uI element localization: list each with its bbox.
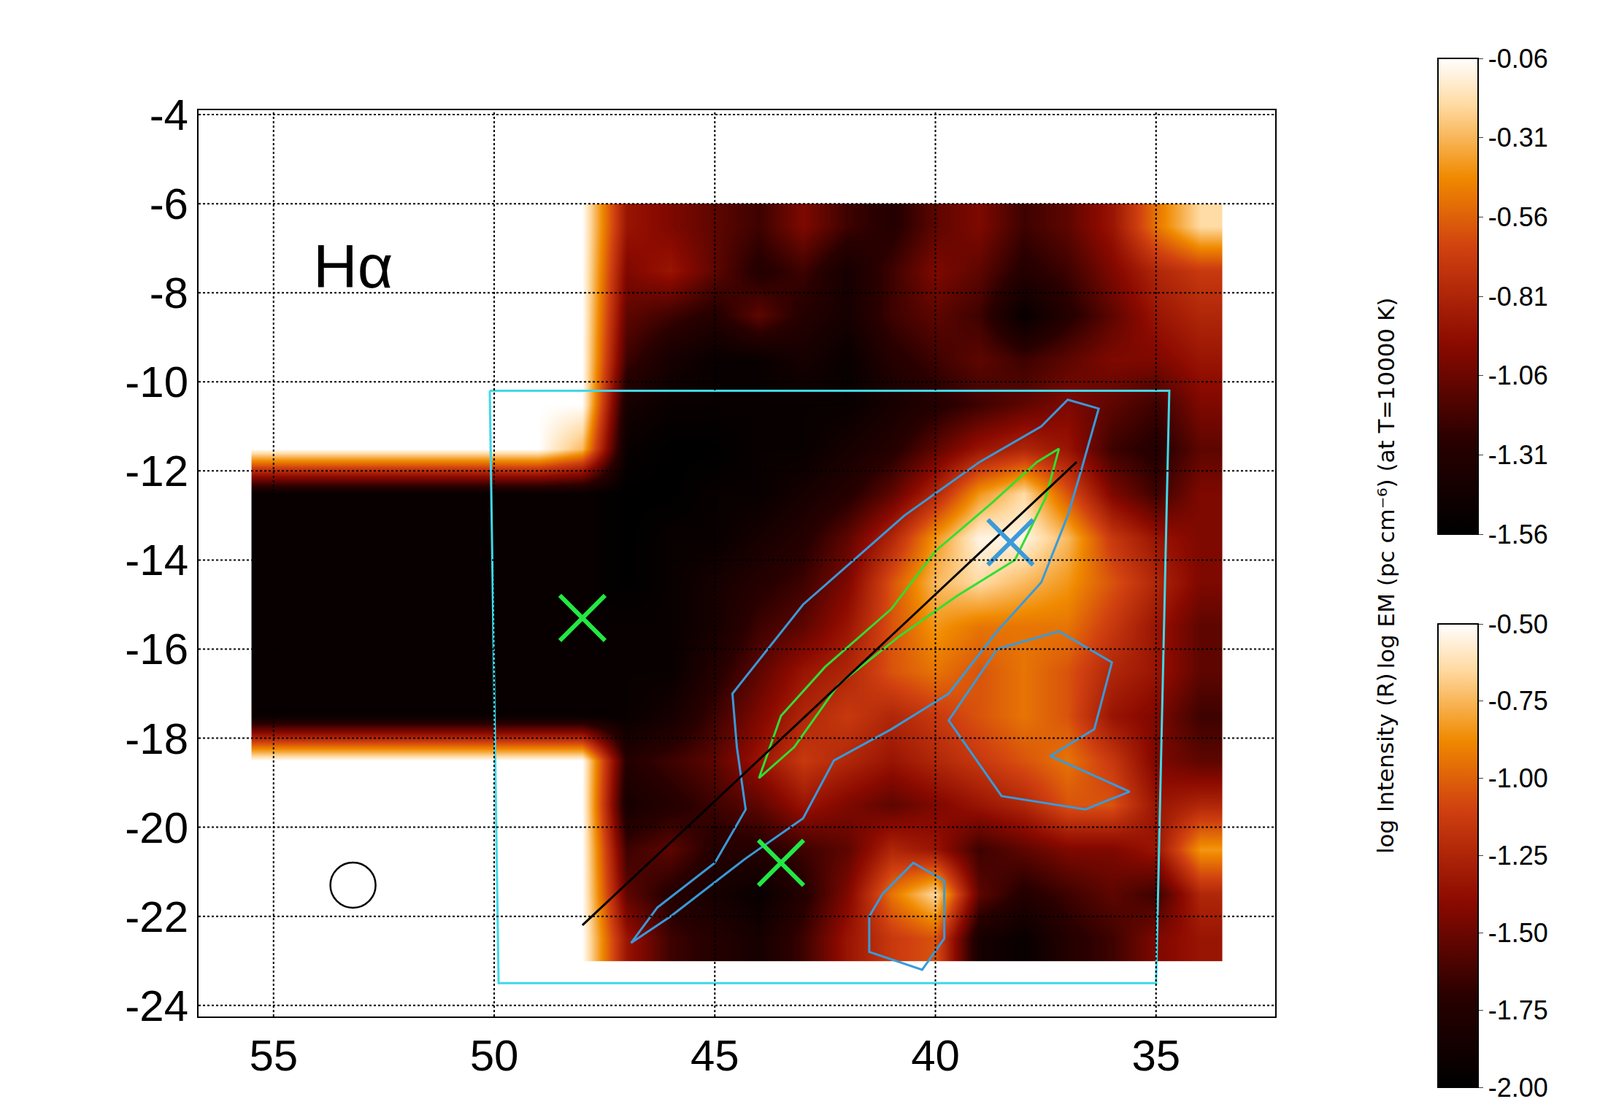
svg-text:Hα: Hα xyxy=(313,232,393,301)
svg-text:-0.81: -0.81 xyxy=(1488,281,1549,312)
svg-text:-2.00: -2.00 xyxy=(1488,1072,1549,1103)
svg-text:-8: -8 xyxy=(149,268,189,318)
svg-text:50: 50 xyxy=(470,1031,519,1081)
svg-text:-10: -10 xyxy=(124,357,189,407)
svg-text:-0.56: -0.56 xyxy=(1488,202,1549,233)
svg-text:-6: -6 xyxy=(149,179,189,229)
svg-text:-20: -20 xyxy=(124,803,189,853)
svg-text:-0.75: -0.75 xyxy=(1488,686,1549,717)
svg-text:-16: -16 xyxy=(124,624,189,674)
svg-text:-1.06: -1.06 xyxy=(1488,360,1549,391)
svg-text:-1.50: -1.50 xyxy=(1488,918,1549,949)
svg-text:-0.06: -0.06 xyxy=(1488,43,1549,74)
svg-text:40: 40 xyxy=(910,1031,960,1081)
svg-text:-18: -18 xyxy=(124,714,189,764)
svg-text:55: 55 xyxy=(248,1031,298,1081)
svg-text:-0.31: -0.31 xyxy=(1488,122,1549,153)
svg-text:-1.00: -1.00 xyxy=(1488,763,1549,794)
svg-text:-4: -4 xyxy=(149,90,189,140)
svg-text:-14: -14 xyxy=(124,535,189,585)
svg-text:45: 45 xyxy=(690,1031,740,1081)
svg-text:log EM (pc cm⁻⁶) (at T=10000 K: log EM (pc cm⁻⁶) (at T=10000 K) xyxy=(1372,297,1400,670)
svg-text:35: 35 xyxy=(1131,1031,1181,1081)
svg-text:log Intensity (R): log Intensity (R) xyxy=(1372,672,1399,855)
svg-text:-0.50: -0.50 xyxy=(1488,609,1549,640)
svg-text:-1.31: -1.31 xyxy=(1488,440,1549,471)
svg-text:-1.25: -1.25 xyxy=(1488,840,1549,871)
svg-text:-12: -12 xyxy=(124,446,189,496)
svg-text:-1.56: -1.56 xyxy=(1488,519,1549,550)
svg-text:-24: -24 xyxy=(124,981,189,1031)
svg-text:-22: -22 xyxy=(124,892,189,942)
svg-text:-1.75: -1.75 xyxy=(1488,995,1549,1026)
